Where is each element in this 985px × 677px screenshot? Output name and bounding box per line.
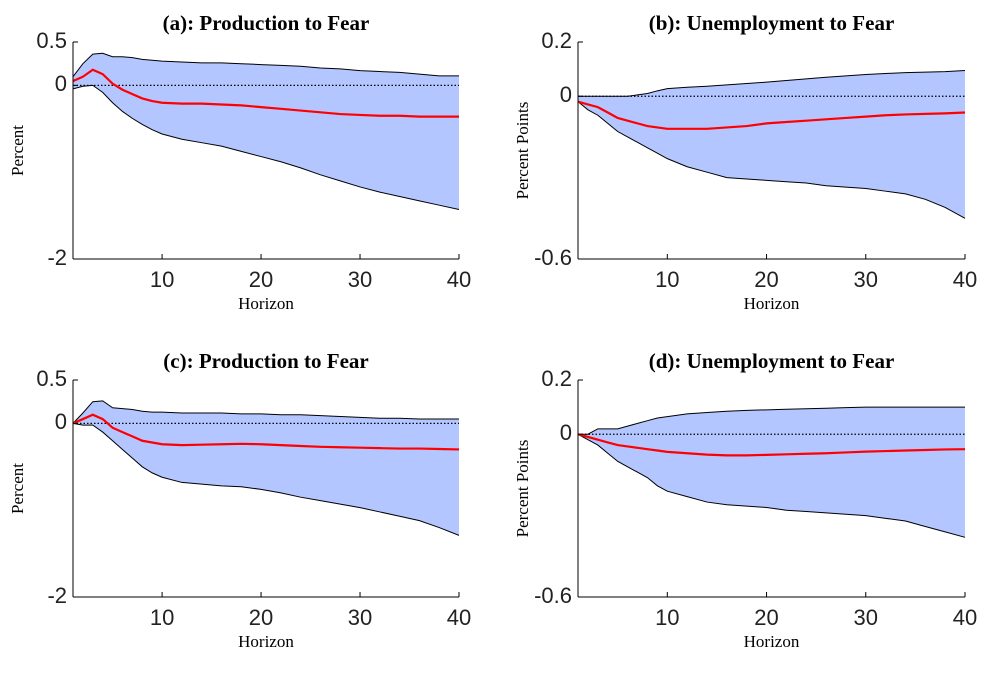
- subplot-title: (c): Production to Fear: [163, 349, 368, 373]
- x-tick-label: 10: [655, 267, 679, 292]
- x-tick-label: 30: [348, 605, 372, 630]
- x-tick-label: 20: [249, 267, 273, 292]
- y-axis-label: Percent Points: [513, 102, 532, 200]
- band-lower: [577, 433, 966, 538]
- x-tick-label: 40: [953, 605, 977, 630]
- y-tick-label: -0.6: [534, 583, 572, 608]
- x-axis-label: Horizon: [238, 632, 294, 651]
- subplot: -0.6 0 0.2 10 20 30 40 (d): Unemployment to Fea…: [513, 349, 977, 651]
- confidence-band: [578, 407, 965, 538]
- x-tick-label: 40: [447, 267, 471, 292]
- y-tick-label: 0: [560, 420, 572, 445]
- band-lower: [577, 101, 966, 219]
- x-tick-label: 30: [854, 605, 878, 630]
- y-tick-label: 0.5: [36, 366, 67, 391]
- subplot-title: (a): Production to Fear: [163, 11, 370, 35]
- band-lower: [72, 84, 460, 211]
- x-tick-label: 30: [854, 267, 878, 292]
- y-tick-label: -2: [47, 583, 67, 608]
- median-line: [577, 100, 966, 130]
- median-line: [72, 413, 460, 451]
- subplot: -2 0 0.5 10 20 30 40 (a): Production to Fear Hor…: [8, 11, 471, 313]
- band-upper: [72, 400, 459, 424]
- x-tick-label: 10: [655, 605, 679, 630]
- band-lower: [72, 422, 460, 536]
- y-tick-label: 0.5: [36, 28, 67, 53]
- y-axis-label: Percent: [8, 463, 27, 514]
- y-axis-label: Percent: [8, 125, 27, 176]
- y-tick-label: -2: [47, 245, 67, 270]
- x-tick-label: 20: [754, 267, 778, 292]
- median-line: [72, 68, 459, 118]
- y-tick-label: 0: [560, 82, 572, 107]
- band-upper: [578, 406, 965, 435]
- subplot-title: (b): Unemployment to Fear: [649, 11, 895, 35]
- x-tick-label: 30: [348, 267, 372, 292]
- x-tick-label: 20: [249, 605, 273, 630]
- x-tick-label: 40: [447, 605, 471, 630]
- confidence-band: [578, 70, 965, 219]
- confidence-band: [73, 400, 459, 536]
- x-axis-label: Horizon: [744, 632, 800, 651]
- x-tick-label: 10: [150, 605, 174, 630]
- y-tick-label: 0: [55, 71, 67, 96]
- median-line: [577, 433, 966, 457]
- y-tick-label: 0: [55, 409, 67, 434]
- x-tick-label: 40: [953, 267, 977, 292]
- x-axis-label: Horizon: [744, 294, 800, 313]
- subplot: -2 0 0.5 10 20 30 40 (c): Production to Fear Hor…: [8, 349, 471, 651]
- y-tick-label: 0.2: [541, 28, 572, 53]
- confidence-band: [73, 53, 459, 210]
- subplot: -0.6 0 0.2 10 20 30 40 (b): Unemployment to Fea…: [513, 11, 977, 313]
- y-tick-label: -0.6: [534, 245, 572, 270]
- x-tick-label: 20: [754, 605, 778, 630]
- y-axis-label: Percent Points: [513, 440, 532, 538]
- y-tick-label: 0.2: [541, 366, 572, 391]
- band-upper: [72, 52, 459, 78]
- x-axis-label: Horizon: [238, 294, 294, 313]
- x-tick-label: 10: [150, 267, 174, 292]
- subplot-title: (d): Unemployment to Fear: [649, 349, 895, 373]
